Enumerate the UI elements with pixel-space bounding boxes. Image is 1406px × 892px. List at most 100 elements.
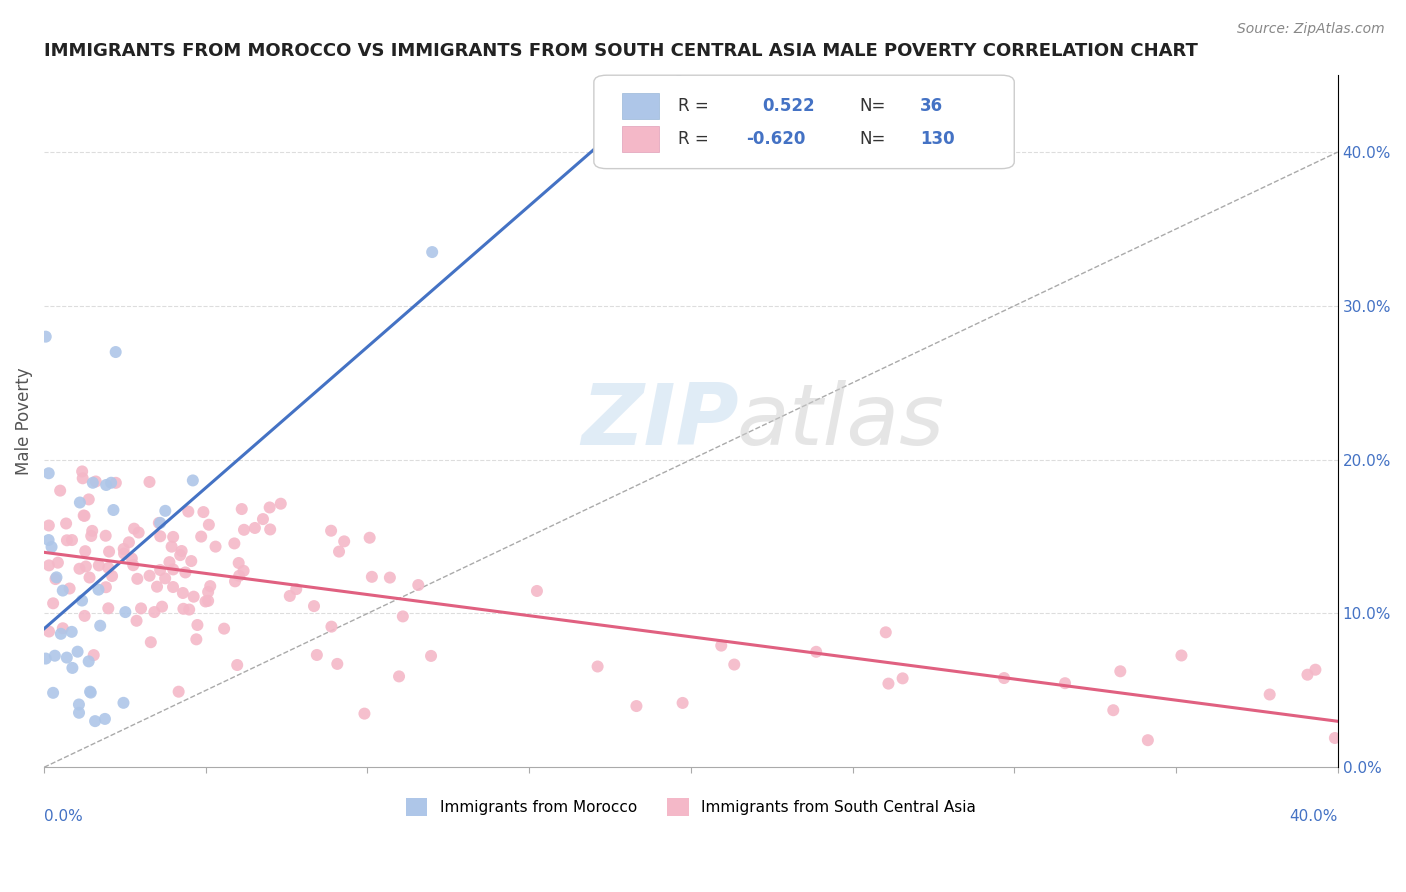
Point [77,492,100,507]
Point [302,599,325,613]
Point [626,699,648,714]
Point [228,569,250,583]
Point [321,620,343,634]
Text: 36: 36 [920,96,943,115]
Point [328,544,350,558]
Point [224,536,246,550]
Point [326,657,349,671]
Point [103,503,125,517]
Point [139,635,162,649]
Point [75,559,97,574]
Point [60,661,83,675]
Point [167,684,190,698]
Point [1170,648,1192,663]
Point [58,582,80,596]
Point [79,570,101,584]
FancyBboxPatch shape [623,126,658,152]
Point [127,572,149,586]
Point [73,608,96,623]
Point [804,645,827,659]
Point [80,529,103,543]
Point [114,605,136,619]
Point [169,548,191,562]
Point [170,544,193,558]
Point [112,547,135,561]
Point [122,558,145,573]
Point [138,475,160,489]
Point [44,572,66,586]
Point [129,601,152,615]
Point [104,475,127,490]
Point [172,602,194,616]
Point [172,586,194,600]
Point [35,329,58,343]
Point [94,580,117,594]
Point [98,544,121,558]
Point [52,583,75,598]
Point [226,658,249,673]
Point [60,533,83,547]
Point [406,578,429,592]
Point [224,574,246,589]
Point [149,516,172,530]
Point [42,686,65,700]
Point [45,570,67,584]
Point [1102,703,1125,717]
Point [118,535,141,549]
Point [177,504,200,518]
Point [183,590,205,604]
FancyBboxPatch shape [623,93,658,119]
Text: R =: R = [678,130,709,148]
Point [44,648,66,663]
Text: 130: 130 [920,130,955,148]
Point [100,475,122,490]
Point [671,696,693,710]
Point [73,508,96,523]
Point [121,551,143,566]
Point [877,676,900,690]
Point [112,696,135,710]
Text: 40.0%: 40.0% [1289,809,1337,824]
Point [55,516,77,531]
Point [128,525,150,540]
Point [148,516,170,530]
Point [67,706,90,720]
Point [1109,665,1132,679]
Point [891,671,914,685]
Point [710,639,733,653]
Point [160,540,183,554]
Point [198,517,221,532]
Point [89,618,111,632]
Text: IMMIGRANTS FROM MOROCCO VS IMMIGRANTS FROM SOUTH CENTRAL ASIA MALE POVERTY CORRE: IMMIGRANTS FROM MOROCCO VS IMMIGRANTS FR… [44,42,1198,60]
Point [149,529,172,543]
Point [69,495,91,509]
Point [104,345,127,359]
Point [197,594,219,608]
Point [228,556,250,570]
Point [83,648,105,662]
Point [526,584,548,599]
Point [875,625,897,640]
Point [97,601,120,615]
Point [70,465,93,479]
Point [212,622,235,636]
Point [1296,667,1319,681]
Point [94,712,117,726]
Point [38,558,60,573]
Point [186,618,208,632]
Point [186,632,208,647]
Point [125,614,148,628]
Point [46,556,69,570]
Text: R =: R = [678,96,709,115]
Point [55,650,77,665]
Point [150,599,173,614]
Point [420,648,443,663]
Point [75,544,97,558]
Point [79,684,101,698]
Point [72,471,94,485]
Text: atlas: atlas [737,380,945,463]
Point [35,651,58,665]
Point [1136,733,1159,747]
Point [96,478,118,492]
Point [38,518,60,533]
